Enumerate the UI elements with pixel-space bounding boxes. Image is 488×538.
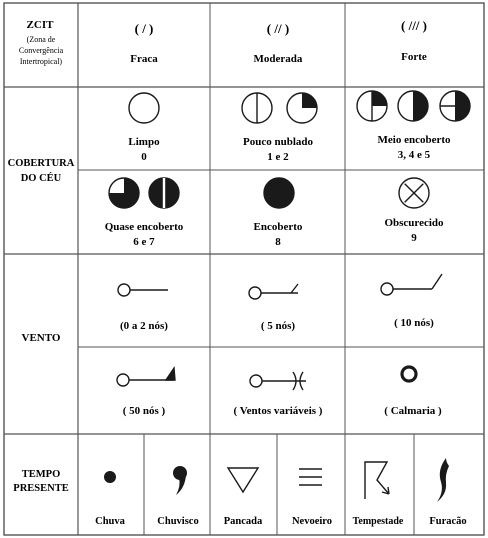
thunderstorm-arrowhead [381,486,390,495]
quase-encoberto-label: Quase encoberto [105,221,184,233]
tempestade-label: Tempestade [353,516,404,527]
wind-pennant-icon [116,365,176,387]
circle-vertical-line-icon [241,92,273,124]
obscurecido-label: Obscurecido [384,217,444,229]
cobertura-pouco-nublado: Pouco nublado 1 e 2 [241,92,318,163]
tempo-pancada: Pancada [224,467,263,527]
zcit-subtitle-line-3: Intertropical) [20,57,63,66]
wind-variable-icon [249,371,306,391]
cobertura-obscurecido: Obscurecido 9 [384,177,444,244]
circle-cross-icon [398,177,430,209]
cobertura-title-line-2: DO CÉU [21,172,62,184]
zcit-header: ZCIT (Zona de Convergência Intertropical… [19,19,64,66]
tempo-chuvisco: Chuvisco [157,466,199,527]
pouco-nublado-code: 1 e 2 [267,151,289,163]
zcit-subtitle-line-2: Convergência [19,46,64,55]
shower-triangle-icon [226,467,260,494]
zcit-title: ZCIT [27,19,55,31]
zcit-forte: ( /// ) Forte [401,18,427,63]
wind-half-barb-icon [248,283,299,300]
vento-variaveis: ( Ventos variáveis ) [234,371,323,417]
tempo-furacao: Furacão [429,458,467,527]
zcit-subtitle-line-1: (Zona de [27,35,56,44]
limpo-code: 0 [141,151,147,163]
circle-quarter-filled-icon [286,92,318,124]
pancada-label: Pancada [224,516,263,527]
circle-full-filled-icon [263,177,295,209]
tempo-title-line-1: TEMPO [22,469,61,480]
calm-ring-icon [400,365,418,383]
encoberto-label: Encoberto [254,221,303,233]
vento-5-nos: ( 5 nós) [248,283,299,332]
wind-full-barb-icon [380,273,443,296]
wind-pennant-label: ( 50 nós ) [123,405,166,417]
calm-ring-label: ( Calmaria ) [384,405,442,417]
rain-dot-icon [104,471,116,483]
circle-empty-icon [128,92,160,124]
zcit-fraca-label: Fraca [130,53,158,65]
cobertura-title-line-1: COBERTURA [8,158,75,169]
encoberto-code: 8 [275,236,281,248]
limpo-label: Limpo [128,136,160,148]
nevoeiro-label: Nevoeiro [292,516,332,527]
vento-calm-shaft: (0 a 2 nós) [117,283,168,332]
zcit-fraca-mark: ( / ) [135,21,154,36]
vento-title: VENTO [22,332,61,344]
cobertura-encoberto: Encoberto 8 [254,177,303,248]
cobertura-limpo: Limpo 0 [128,92,160,163]
cobertura-meio-encoberto: Meio encoberto 3, 4 e 5 [356,90,471,161]
tempo-chuva: Chuva [95,471,126,527]
meio-encoberto-code: 3, 4 e 5 [398,149,431,161]
meio-encoberto-label: Meio encoberto [378,134,451,146]
circle-quarter-vline-icon [356,90,388,122]
fog-lines-icon [299,468,322,486]
drizzle-comma-icon [173,466,187,495]
wind-calm-shaft-label: (0 a 2 nós) [120,320,168,332]
zcit-moderada-label: Moderada [254,53,303,65]
tempo-nevoeiro: Nevoeiro [292,468,332,527]
hurricane-icon [437,458,449,502]
furacao-label: Furacão [429,516,466,527]
zcit-moderada-mark: ( // ) [267,21,289,36]
wind-full-barb-label: ( 10 nós) [394,317,434,329]
circle-half-hline-icon [439,90,471,122]
cobertura-quase-encoberto: Quase encoberto 6 e 7 [105,177,184,248]
cobertura-header: COBERTURA DO CÉU [8,158,75,184]
zcit-forte-label: Forte [401,51,427,63]
circle-three-quarter-filled-icon [108,177,140,209]
vento-calmaria: ( Calmaria ) [384,365,442,417]
tempo-title-line-2: PRESENTE [13,483,68,494]
thunderstorm-icon [364,461,390,499]
vento-10-nos: ( 10 nós) [380,273,443,329]
wind-variable-label: ( Ventos variáveis ) [234,405,323,417]
wind-half-barb-label: ( 5 nós) [261,320,296,332]
pouco-nublado-label: Pouco nublado [243,136,313,148]
zcit-fraca: ( / ) Fraca [130,21,158,65]
chuvisco-label: Chuvisco [157,516,198,527]
circle-full-vline-icon [148,177,180,209]
vento-50-nos: ( 50 nós ) [116,365,176,417]
zcit-moderada: ( // ) Moderada [254,21,303,65]
quase-encoberto-code: 6 e 7 [133,236,155,248]
chuva-label: Chuva [95,516,126,527]
zcit-forte-mark: ( /// ) [401,18,427,33]
obscurecido-code: 9 [411,232,417,244]
table-grid [3,2,485,536]
tempo-tempestade: Tempestade [353,461,404,527]
wind-calm-shaft-icon [117,283,168,297]
circle-half-filled-icon [397,90,429,122]
